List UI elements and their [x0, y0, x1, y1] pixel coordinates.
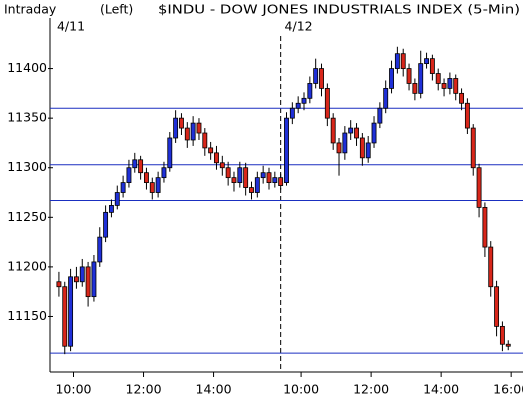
candle-body: [499, 325, 505, 345]
x-tick-label: 10:00: [55, 382, 91, 397]
candle-body: [476, 167, 482, 208]
candle-body: [149, 182, 155, 193]
candle-body: [389, 68, 394, 89]
candle-body: [126, 167, 132, 184]
candle-body: [371, 122, 377, 144]
candle-body: [330, 117, 336, 144]
candle-body: [219, 162, 225, 169]
x-tick-label: 16:00: [493, 382, 523, 397]
candle-body: [429, 58, 435, 74]
candle-body: [254, 177, 260, 193]
y-tick-label: 11150: [7, 308, 47, 323]
candle-body: [324, 88, 330, 119]
candle-body: [68, 276, 74, 347]
y-tick-label: 11300: [7, 159, 47, 174]
x-tick-label: 12:00: [353, 382, 389, 397]
candle-body: [173, 117, 179, 139]
candle-body: [103, 211, 109, 238]
candle-body: [73, 276, 79, 283]
candle-body: [167, 137, 173, 169]
candle-body: [482, 206, 488, 248]
y-tick-label: 11250: [7, 209, 47, 224]
candle-body: [138, 159, 144, 174]
candle-body: [202, 132, 208, 149]
candle-body: [365, 142, 371, 159]
chart-label: Intraday: [4, 2, 57, 17]
candle-body: [470, 127, 476, 169]
candle-body: [307, 83, 313, 99]
candle-body: [464, 102, 470, 129]
candle-body: [435, 73, 441, 84]
candle-body: [79, 266, 85, 283]
candle-body: [243, 167, 249, 188]
candle-body: [441, 83, 447, 89]
candle-body: [120, 182, 126, 193]
candle-body: [400, 53, 406, 69]
candle-body: [266, 172, 272, 184]
y-tick-label: 11350: [7, 110, 47, 125]
candle-body: [91, 261, 97, 298]
candle-body: [301, 97, 307, 104]
candle-body: [394, 53, 400, 69]
candle-body: [295, 102, 301, 109]
candle-body: [359, 137, 365, 159]
day-label: 4/12: [285, 19, 313, 34]
candle-body: [184, 127, 190, 141]
candle-body: [260, 172, 266, 179]
candle-body: [132, 159, 138, 169]
candle-body: [196, 122, 202, 134]
candle-body: [114, 192, 120, 206]
candle-body: [424, 58, 429, 65]
candle-body: [284, 117, 289, 184]
y-tick-label: 11400: [7, 60, 47, 75]
candle-body: [56, 281, 62, 288]
candle-body: [447, 78, 453, 89]
candle-body: [342, 132, 348, 154]
candle-body: [459, 92, 465, 104]
candle-body: [161, 167, 167, 179]
candle-body: [313, 68, 319, 84]
candle-body: [144, 172, 149, 184]
candle-body: [190, 122, 196, 141]
candle-body: [406, 68, 412, 84]
candle-body: [453, 78, 459, 94]
candle-body: [354, 127, 359, 139]
axis-side: (Left): [100, 2, 133, 17]
candle-body: [336, 142, 342, 154]
candle-body: [179, 117, 184, 129]
day-label: 4/11: [57, 19, 85, 34]
candle-body: [418, 63, 424, 94]
y-tick-label: 11200: [7, 258, 47, 273]
candle-body: [383, 88, 389, 109]
candle-body: [505, 343, 511, 347]
chart-title: $INDU - DOW JONES INDUSTRIALS INDEX (5-M…: [158, 2, 520, 17]
candle-body: [237, 167, 243, 184]
candle-body: [272, 177, 278, 184]
candle-body: [289, 107, 295, 119]
x-tick-label: 14:00: [423, 382, 459, 397]
candle-body: [377, 107, 383, 124]
candle-body: [208, 147, 214, 154]
candle-body: [494, 286, 500, 327]
x-tick-label: 14:00: [196, 382, 232, 397]
candle-body: [412, 83, 418, 94]
candle-body: [214, 152, 219, 164]
candle-body: [225, 167, 231, 179]
candle-body: [278, 177, 284, 186]
candle-body: [97, 236, 103, 263]
x-tick-label: 10:00: [283, 382, 319, 397]
x-tick-label: 12:00: [126, 382, 162, 397]
candle-body: [155, 177, 161, 193]
candle-body: [62, 286, 68, 347]
candle-body: [249, 187, 254, 193]
candle-body: [348, 127, 354, 134]
candle-body: [231, 177, 237, 184]
candle-body: [319, 68, 324, 89]
candle-body: [488, 246, 494, 288]
candle-body: [108, 205, 114, 213]
candle-body: [85, 266, 91, 298]
